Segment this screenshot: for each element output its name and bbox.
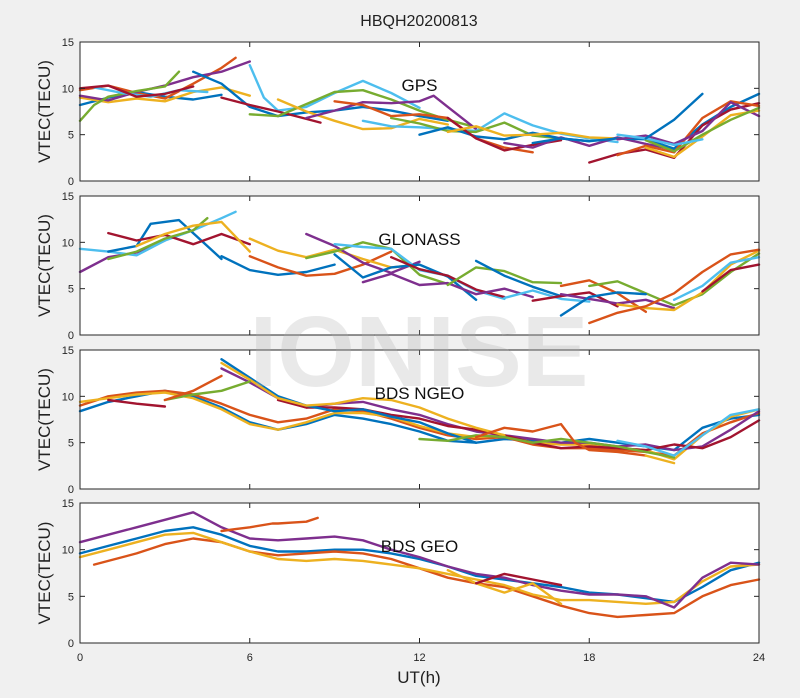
y-tick-label: 15 xyxy=(62,37,74,49)
subplot-2: 0 5 10 15 GLONASS VTEC(TECU) xyxy=(35,191,761,342)
series-line-24 xyxy=(616,100,761,146)
series-line-4 xyxy=(78,511,761,609)
y-tick-label: 5 xyxy=(68,284,74,296)
y-axis-label: VTEC(TECU) xyxy=(35,368,54,471)
watermark: IONISE xyxy=(250,296,589,408)
y-tick-label: 10 xyxy=(62,545,74,557)
series-line-14 xyxy=(644,454,676,465)
series-line-9 xyxy=(163,374,223,402)
series-line-8 xyxy=(191,70,449,123)
series-line-10 xyxy=(107,398,167,408)
series-line-7 xyxy=(78,84,195,98)
series-line-16 xyxy=(446,266,563,287)
y-tick-label: 10 xyxy=(62,237,74,249)
series-line-3 xyxy=(78,86,252,104)
x-tick-label: 12 xyxy=(413,652,425,664)
series-line-19 xyxy=(531,291,619,308)
y-axis-label: VTEC(TECU) xyxy=(35,60,54,163)
y-tick-label: 10 xyxy=(62,83,74,95)
series-line-7 xyxy=(220,361,506,437)
figure-title: HBQH20200813 xyxy=(360,13,478,30)
y-tick-label: 15 xyxy=(62,345,74,357)
series-line-14 xyxy=(333,100,534,154)
y-tick-label: 15 xyxy=(62,498,74,510)
subplot-title: GLONASS xyxy=(378,230,460,249)
series-line-25 xyxy=(588,248,761,325)
subplot-3: 0 5 10 15 BDS NGEO VTEC(TECU) xyxy=(35,345,761,496)
series-line-4 xyxy=(107,231,252,246)
series-line-1 xyxy=(78,526,761,604)
series-line-7 xyxy=(220,255,336,276)
y-tick-label: 0 xyxy=(68,330,74,342)
series-line-12 xyxy=(474,422,647,457)
series-line-23 xyxy=(616,100,761,157)
series-line-22 xyxy=(588,252,761,307)
y-axis-label: VTEC(TECU) xyxy=(35,522,54,625)
series-line-19 xyxy=(446,125,619,140)
series-line-10 xyxy=(220,96,322,124)
series-line-6 xyxy=(135,220,252,253)
series-line-3 xyxy=(78,531,761,605)
y-tick-label: 0 xyxy=(68,638,74,650)
series-line-25 xyxy=(644,109,761,159)
series-line-28 xyxy=(644,92,704,140)
series-line-3 xyxy=(107,218,223,261)
subplot-title: BDS NGEO xyxy=(375,384,465,403)
x-tick-label: 0 xyxy=(77,652,83,664)
series-line-8 xyxy=(248,250,393,277)
series-line-18 xyxy=(503,289,591,303)
y-tick-label: 5 xyxy=(68,591,74,603)
series-line-13 xyxy=(616,408,761,457)
series-line-20 xyxy=(503,136,676,151)
x-tick-label: 18 xyxy=(583,652,595,664)
y-tick-label: 5 xyxy=(68,438,74,450)
series-line-11 xyxy=(418,434,676,459)
series-line-26 xyxy=(644,106,761,153)
x-tick-label: 24 xyxy=(753,652,765,664)
y-tick-label: 10 xyxy=(62,391,74,403)
series-line-23 xyxy=(559,291,647,317)
series-line-13 xyxy=(305,94,478,131)
plot-area xyxy=(80,503,759,643)
series-line-10 xyxy=(305,232,421,275)
y-tick-label: 0 xyxy=(68,484,74,496)
series-line-6 xyxy=(446,569,563,605)
series-group xyxy=(78,358,761,465)
series-line-17 xyxy=(474,259,563,298)
series-line-6 xyxy=(220,358,478,444)
series-line-11 xyxy=(305,241,449,286)
y-axis-label: VTEC(TECU) xyxy=(35,214,54,317)
series-line-15 xyxy=(361,272,534,299)
subplot-title: GPS xyxy=(402,76,438,95)
subplot-title: BDS GEO xyxy=(381,537,458,556)
series-line-5 xyxy=(220,516,319,533)
series-group xyxy=(78,511,761,619)
series-line-27 xyxy=(701,263,761,293)
subplot-1: 0 5 10 15 GPS VTEC(TECU) xyxy=(35,37,761,188)
series-line-13 xyxy=(333,253,478,301)
y-tick-label: 15 xyxy=(62,191,74,203)
series-group xyxy=(78,210,761,325)
series-line-27 xyxy=(616,133,704,147)
panels-container: 0 5 10 15 GPS VTEC(TECU) 0 5 10 15 GLONASS VTEC(TEC… xyxy=(35,37,765,664)
series-line-8 xyxy=(163,380,252,402)
x-axis-label: UT(h) xyxy=(397,668,440,687)
series-line-9 xyxy=(248,63,421,112)
y-tick-label: 0 xyxy=(68,176,74,188)
x-tick-label: 6 xyxy=(247,652,253,664)
series-line-12 xyxy=(276,98,449,131)
y-tick-label: 5 xyxy=(68,130,74,142)
series-group xyxy=(78,56,761,164)
series-line-7 xyxy=(474,572,563,587)
series-line-26 xyxy=(672,256,761,301)
subplot-4: 0 5 10 15 0 6 12 18 24 BDS GEO VTEC(TECU) xyxy=(35,498,765,664)
series-line-6 xyxy=(92,86,209,98)
